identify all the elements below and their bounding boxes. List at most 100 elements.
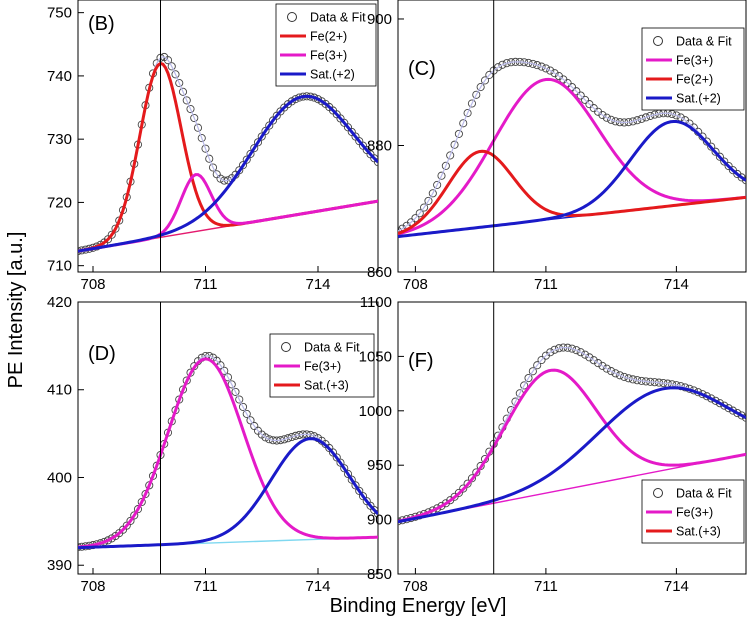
peak-fe-3- [398, 368, 746, 523]
data-point [620, 372, 629, 381]
panel-frame [77, 301, 379, 575]
data-point [572, 87, 581, 96]
y-tick-label: 750 [47, 5, 72, 22]
data-point [607, 115, 616, 124]
data-point [702, 137, 711, 146]
data-point [242, 155, 251, 164]
data-point [467, 474, 477, 483]
data-point [411, 214, 420, 223]
data-point [737, 411, 746, 420]
y-tick-label: 710 [47, 258, 72, 275]
data-point [715, 152, 724, 161]
y-tick-label: 1000 [359, 403, 392, 420]
y-tick-label: 900 [367, 512, 392, 529]
data-point [585, 100, 594, 109]
panel-frame [397, 0, 747, 273]
data-point [628, 375, 637, 384]
data-point [235, 395, 244, 404]
data-point [126, 516, 135, 525]
data-point [424, 196, 433, 205]
data-point [437, 501, 446, 510]
data-point [724, 161, 733, 171]
x-tick-label: 714 [664, 276, 689, 293]
panel-B: 708 711 714 710 720 730 740 750 (B) Data & Fit Fe(… [47, 0, 379, 293]
data-point [175, 79, 184, 88]
legend-label: Sat.(+3) [304, 379, 349, 393]
data-point [242, 409, 251, 418]
data-point [628, 117, 637, 126]
data-point [650, 110, 659, 119]
y-tick-label: 1100 [360, 294, 392, 311]
data-point [493, 63, 503, 72]
data-point [728, 406, 738, 415]
data-point [428, 189, 437, 198]
data-point [589, 356, 598, 365]
data-point [546, 66, 555, 75]
data-point [433, 180, 442, 189]
data-point [502, 59, 511, 68]
data-point [336, 458, 345, 467]
legend-marker [287, 12, 297, 22]
data-point [238, 161, 248, 170]
legend-box [641, 27, 745, 111]
data-point [533, 61, 542, 70]
data-point [581, 350, 590, 359]
peak-sat-2- [78, 94, 378, 253]
data-point [537, 355, 546, 365]
data-point [598, 110, 607, 120]
data-point [246, 416, 255, 425]
peak-sat- [78, 437, 378, 550]
y-tick-label: 730 [47, 131, 72, 148]
data-point [107, 230, 116, 239]
x-tick-label: 714 [305, 276, 330, 293]
data-point [594, 359, 603, 368]
data-point [476, 83, 485, 92]
legend-label: Fe(3+) [304, 360, 341, 374]
x-axis-label: Binding Energy [eV] [330, 595, 507, 617]
legend: Data & Fit Fe(3+) Fe(2+) Sat.(+2) [641, 27, 745, 111]
data-point [550, 345, 559, 354]
peak-fe-2- [78, 61, 378, 253]
legend-label: Fe(3+) [676, 506, 713, 520]
data-point [205, 154, 214, 163]
data-point [373, 509, 378, 518]
x-tick-label: 714 [305, 578, 330, 595]
data-point [433, 504, 442, 513]
legend-label: Data & Fit [310, 11, 366, 25]
data-point [598, 361, 607, 370]
x-tick-label: 708 [403, 276, 428, 293]
x-tick-label: 711 [194, 276, 218, 293]
data-point [133, 505, 143, 514]
data-point [167, 62, 176, 71]
data-point [715, 399, 724, 408]
data-point [208, 163, 218, 172]
data-point [724, 404, 733, 413]
panel-label: (B) [88, 13, 115, 35]
data-point [347, 475, 356, 484]
data-point [291, 431, 300, 440]
x-tick-label: 711 [534, 578, 558, 595]
data-point [467, 99, 477, 108]
y-tick-label: 420 [47, 294, 72, 311]
panel-frame [397, 301, 747, 575]
data-point [602, 113, 611, 122]
data-point [420, 203, 429, 212]
legend-marker [653, 488, 663, 498]
data-point [257, 132, 266, 141]
legend-box [275, 3, 377, 87]
data-point [720, 157, 729, 166]
data-point [332, 453, 341, 462]
data-point [216, 174, 225, 183]
data-point [707, 142, 716, 151]
data-point [463, 479, 472, 488]
data-point [182, 96, 191, 105]
data-point [355, 486, 364, 495]
legend: Data & Fit Fe(2+) Fe(3+) Sat.(+2) [275, 3, 377, 87]
panel-F: 708 711 714 850 900 950 1000 1050 1100 (F) Data & … [359, 294, 747, 595]
data-point [253, 138, 263, 147]
data-point [454, 129, 463, 138]
y-tick-label: 860 [367, 264, 392, 281]
peak-fe-3- [398, 77, 746, 236]
legend: Data & Fit Fe(3+) Sat.(+3) [641, 479, 745, 544]
legend-label: Sat.(+2) [310, 68, 355, 82]
